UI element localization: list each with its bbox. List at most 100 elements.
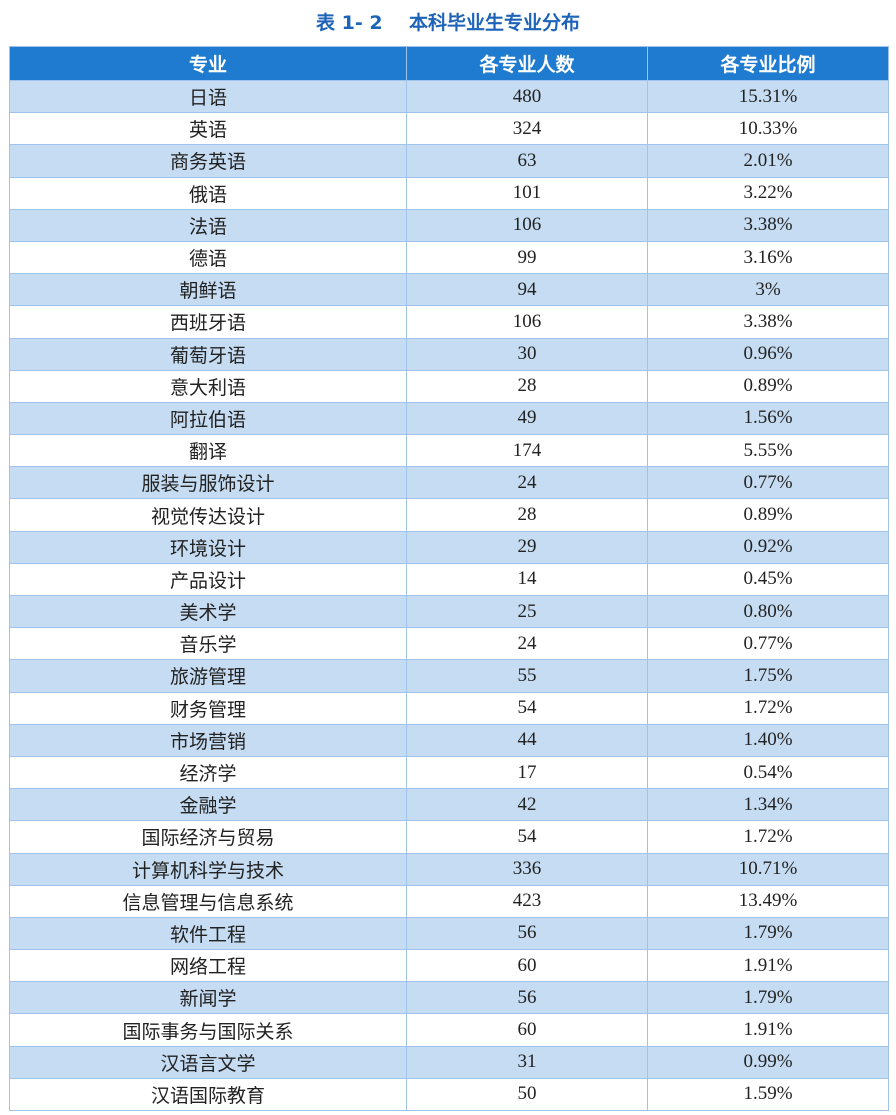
- table-cell: 0.54%: [647, 755, 889, 790]
- table-row: 日语 480 15.31%: [9, 79, 889, 114]
- table-cell: 网络工程: [9, 949, 407, 983]
- table-cell: 55: [406, 659, 648, 693]
- table-cell: 3.16%: [647, 240, 889, 275]
- table-body: 日语 480 15.31% 英语 324 10.33% 商务英语 63 2.01% 俄语 101 3.…: [9, 79, 889, 1112]
- table-row: 汉语国际教育 50 1.59%: [9, 1077, 889, 1112]
- table-cell: 3%: [647, 273, 889, 307]
- table-cell: 10.71%: [647, 852, 889, 886]
- header-cell: 各专业比例: [647, 46, 889, 81]
- table-cell: 24: [406, 627, 648, 661]
- table-cell: 15.31%: [647, 79, 889, 114]
- table-cell: 1.75%: [647, 659, 889, 693]
- table-cell: 1.59%: [647, 1077, 889, 1112]
- table-cell: 28: [406, 369, 648, 403]
- header-row: 专业 各专业人数 各专业比例: [9, 46, 889, 81]
- table-cell: 英语: [9, 112, 407, 146]
- table-cell: 产品设计: [9, 562, 407, 597]
- table-cell: 1.72%: [647, 820, 889, 854]
- table-row: 意大利语 28 0.89%: [9, 369, 889, 403]
- table-row: 金融学 42 1.34%: [9, 788, 889, 822]
- table-cell: 国际事务与国际关系: [9, 1013, 407, 1047]
- table-cell: 106: [406, 208, 648, 242]
- table-cell: 商务英语: [9, 144, 407, 178]
- table-cell: 29: [406, 530, 648, 564]
- table-cell: 10.33%: [647, 112, 889, 146]
- table-cell: 0.77%: [647, 627, 889, 661]
- table-cell: 42: [406, 788, 648, 822]
- table-row: 新闻学 56 1.79%: [9, 981, 889, 1015]
- table-cell: 49: [406, 401, 648, 436]
- table-row: 产品设计 14 0.45%: [9, 562, 889, 597]
- table-row: 旅游管理 55 1.75%: [9, 659, 889, 693]
- table-cell: 信息管理与信息系统: [9, 884, 407, 918]
- table-cell: 阿拉伯语: [9, 401, 407, 436]
- table-row: 朝鲜语 94 3%: [9, 273, 889, 307]
- table-row: 市场营销 44 1.40%: [9, 723, 889, 757]
- table-cell: 56: [406, 916, 648, 951]
- table-row: 国际事务与国际关系 60 1.91%: [9, 1013, 889, 1047]
- table-row: 英语 324 10.33%: [9, 112, 889, 146]
- table-cell: 法语: [9, 208, 407, 242]
- table-row: 商务英语 63 2.01%: [9, 144, 889, 178]
- table-cell: 1.72%: [647, 691, 889, 725]
- table-cell: 0.77%: [647, 466, 889, 500]
- table-cell: 324: [406, 112, 648, 146]
- table-cell: 日语: [9, 79, 407, 114]
- table-cell: 朝鲜语: [9, 273, 407, 307]
- table-cell: 28: [406, 498, 648, 532]
- table-cell: 金融学: [9, 788, 407, 822]
- table-cell: 480: [406, 79, 648, 114]
- table-cell: 服装与服饰设计: [9, 466, 407, 500]
- table-cell: 60: [406, 949, 648, 983]
- table-cell: 1.79%: [647, 981, 889, 1015]
- header-cell: 各专业人数: [406, 46, 648, 81]
- table-cell: 24: [406, 466, 648, 500]
- table-cell: 财务管理: [9, 691, 407, 725]
- table-cell: 336: [406, 852, 648, 886]
- table-cell: 14: [406, 562, 648, 597]
- table-row: 视觉传达设计 28 0.89%: [9, 498, 889, 532]
- table-cell: 0.45%: [647, 562, 889, 597]
- table-cell: 17: [406, 755, 648, 790]
- table-cell: 0.89%: [647, 369, 889, 403]
- table-row: 经济学 17 0.54%: [9, 755, 889, 790]
- table-cell: 1.34%: [647, 788, 889, 822]
- table-cell: 意大利语: [9, 369, 407, 403]
- table-cell: 1.91%: [647, 1013, 889, 1047]
- table-cell: 63: [406, 144, 648, 178]
- table-row: 翻译 174 5.55%: [9, 434, 889, 468]
- table-cell: 1.56%: [647, 401, 889, 436]
- table-cell: 美术学: [9, 594, 407, 629]
- table-cell: 汉语国际教育: [9, 1077, 407, 1112]
- table-cell: 1.79%: [647, 916, 889, 951]
- table-cell: 1.40%: [647, 723, 889, 757]
- table-row: 德语 99 3.16%: [9, 240, 889, 275]
- table-row: 汉语言文学 31 0.99%: [9, 1045, 889, 1079]
- table-cell: 0.80%: [647, 594, 889, 629]
- table-cell: 视觉传达设计: [9, 498, 407, 532]
- table-cell: 423: [406, 884, 648, 918]
- table-cell: 0.92%: [647, 530, 889, 564]
- table-cell: 音乐学: [9, 627, 407, 661]
- table-row: 信息管理与信息系统 423 13.49%: [9, 884, 889, 918]
- table-row: 葡萄牙语 30 0.96%: [9, 337, 889, 371]
- table-cell: 俄语: [9, 176, 407, 210]
- table-cell: 30: [406, 337, 648, 371]
- table-cell: 1.91%: [647, 949, 889, 983]
- table-cell: 新闻学: [9, 981, 407, 1015]
- table-cell: 翻译: [9, 434, 407, 468]
- table-cell: 旅游管理: [9, 659, 407, 693]
- table-cell: 3.38%: [647, 208, 889, 242]
- table-cell: 国际经济与贸易: [9, 820, 407, 854]
- table-cell: 101: [406, 176, 648, 210]
- table-row: 音乐学 24 0.77%: [9, 627, 889, 661]
- table-row: 环境设计 29 0.92%: [9, 530, 889, 564]
- table-cell: 汉语言文学: [9, 1045, 407, 1079]
- table-cell: 德语: [9, 240, 407, 275]
- table-cell: 3.38%: [647, 305, 889, 339]
- table-cell: 0.96%: [647, 337, 889, 371]
- table-cell: 31: [406, 1045, 648, 1079]
- table: 专业 各专业人数 各专业比例 日语 480 15.31% 英语 324 10.33% 商务英语 6…: [9, 46, 889, 1112]
- table-cell: 市场营销: [9, 723, 407, 757]
- table-cell: 50: [406, 1077, 648, 1112]
